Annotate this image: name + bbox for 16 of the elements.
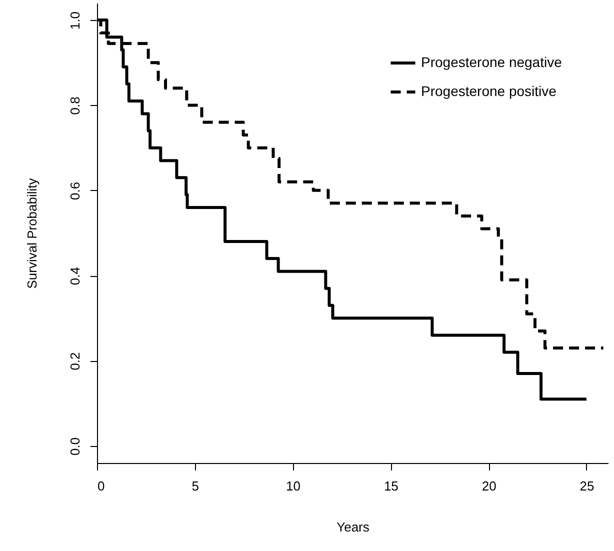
x-tick-label: 20 [482, 478, 496, 494]
legend-label: Progesterone negative [421, 54, 562, 70]
y-tick-label: 0.0 [68, 437, 82, 456]
y-axis-title: Survival Probability [24, 178, 40, 289]
y-tick-label: 0.4 [68, 267, 82, 286]
x-tick-label: 15 [384, 478, 398, 494]
legend-label: Progesterone positive [421, 83, 557, 99]
x-tick-label: 0 [98, 478, 105, 494]
x-tick-label: 5 [192, 478, 200, 494]
x-tick-label: 25 [580, 478, 594, 494]
x-axis-title: Years [336, 520, 370, 534]
x-tick-label: 10 [286, 478, 301, 494]
y-tick-label: 0.2 [68, 352, 82, 370]
y-tick-label: 0.6 [68, 182, 82, 200]
y-tick-label: 1.0 [68, 12, 82, 30]
y-tick-label: 0.8 [68, 96, 82, 115]
